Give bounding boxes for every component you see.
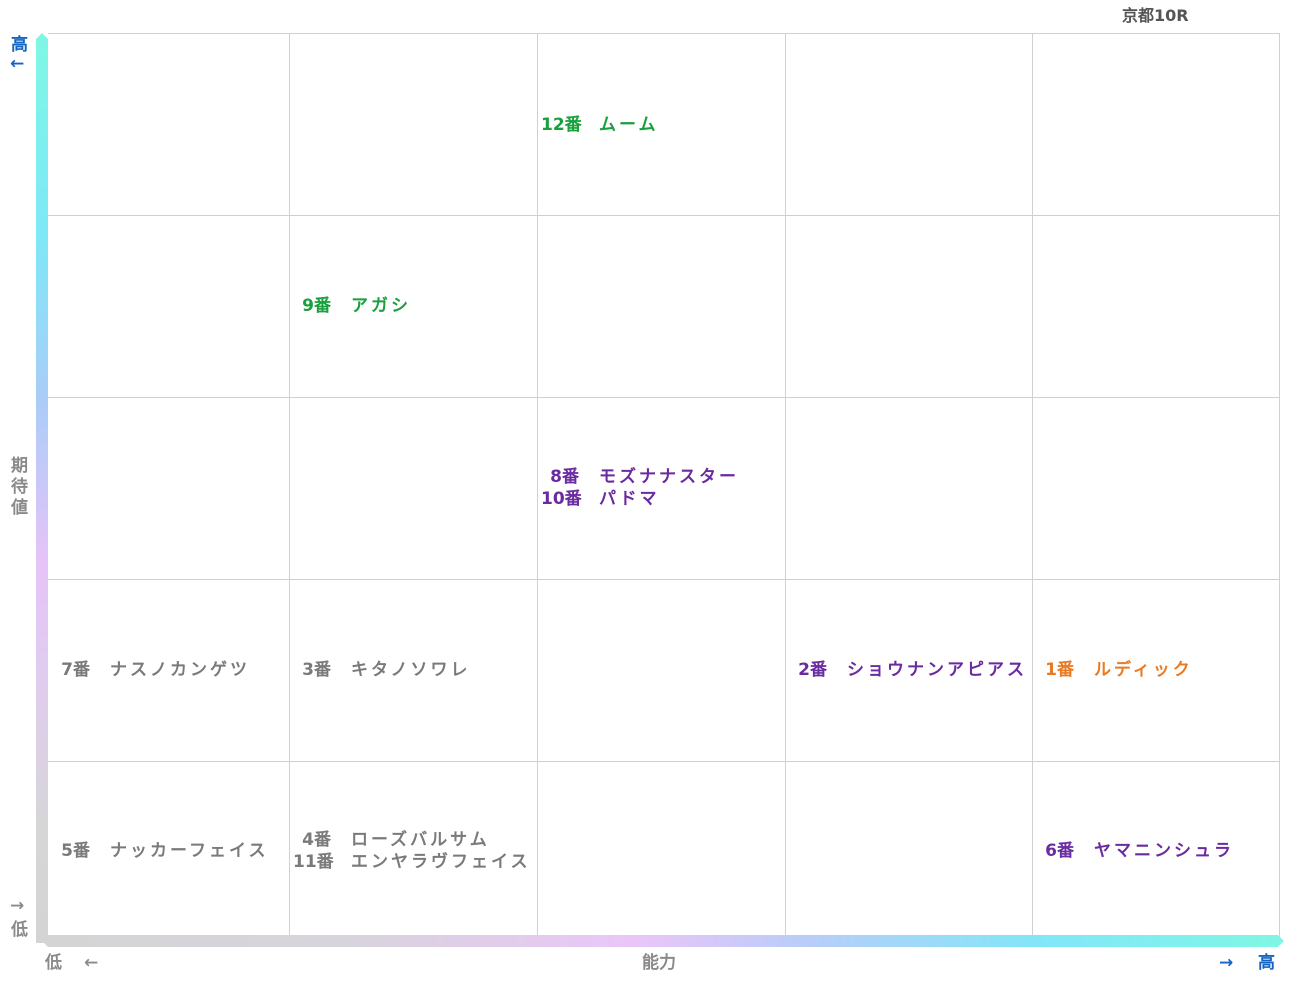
horse-number: 7番: [61, 660, 90, 680]
matrix-cell: 2番 ショウナンアピアス: [785, 579, 1032, 761]
matrix-cell: 8番 モズナナスター 10番 パドマ: [537, 397, 785, 579]
horse-name: エンヤラヴフェイス: [351, 852, 531, 872]
grid-column-divider: [537, 34, 538, 940]
x-axis-low-arrow-icon: ←: [84, 953, 99, 973]
grid-column-divider: [1032, 34, 1033, 940]
horse-entry: 12番 ムーム: [541, 114, 785, 136]
horse-number: 2番: [798, 660, 827, 680]
y-axis-low-label: 低: [11, 920, 28, 940]
x-axis-high-label: 高: [1258, 953, 1275, 973]
horse-name: ローズバルサム: [351, 830, 490, 850]
y-axis-high-label: 高: [11, 35, 28, 55]
horse-number: 3番: [302, 660, 331, 680]
matrix-cell: 5番 ナッカーフェイス: [48, 761, 289, 941]
x-axis-bar: [36, 935, 1284, 947]
matrix-grid: 12番 ムーム 9番 アガシ 8番 モズナナスター 10番 パドマ 7番 ナスノカンゲツ 3番 キタノ…: [48, 33, 1280, 940]
race-title: 京都10R: [1122, 6, 1189, 25]
y-axis-low-arrow-icon: →: [10, 896, 25, 916]
matrix-cell: 9番 アガシ: [289, 215, 537, 397]
matrix-cell: 4番 ローズバルサム 11番 エンヤラヴフェイス: [289, 761, 537, 941]
horse-number: 4番: [302, 830, 331, 850]
horse-name: ヤマニンシュラ: [1094, 841, 1234, 861]
horse-entry: 4番 ローズバルサム: [293, 829, 537, 851]
horse-number: 5番: [61, 841, 90, 861]
x-axis-high-arrow-icon: →: [1219, 953, 1234, 973]
matrix-cell: 12番 ムーム: [537, 34, 785, 215]
horse-number: 12番: [541, 114, 582, 135]
matrix-cell: 6番 ヤマニンシュラ: [1032, 761, 1280, 941]
matrix-cell: 1番 ルディック: [1032, 579, 1280, 761]
y-axis-high-arrow-icon: ←: [10, 54, 25, 74]
horse-name: ムーム: [599, 114, 659, 135]
horse-entry: 7番 ナスノカンゲツ: [52, 659, 289, 681]
horse-number: 11番: [293, 852, 334, 872]
matrix-cell: 7番 ナスノカンゲツ: [48, 579, 289, 761]
horse-entry: 9番 アガシ: [293, 295, 537, 317]
grid-column-divider: [289, 34, 290, 940]
horse-name: ナスノカンゲツ: [110, 660, 250, 680]
horse-entry: 3番 キタノソワレ: [293, 659, 537, 681]
horse-entry: 6番 ヤマニンシュラ: [1036, 840, 1280, 862]
horse-number: 10番: [541, 489, 582, 509]
horse-name: ルディック: [1094, 660, 1193, 680]
x-axis-low-label: 低: [45, 953, 62, 973]
y-axis-bar: [36, 33, 48, 943]
x-axis-label: 能力: [642, 953, 676, 973]
horse-name: モズナナスター: [599, 467, 739, 487]
grid-row-divider: [48, 579, 1279, 580]
horse-number: 8番: [550, 467, 579, 487]
matrix-cell: 3番 キタノソワレ: [289, 579, 537, 761]
horse-entry: 5番 ナッカーフェイス: [52, 840, 289, 862]
y-axis-label: 期待値: [11, 456, 28, 518]
horse-entry: 2番 ショウナンアピアス: [789, 659, 1032, 681]
horse-name: ナッカーフェイス: [110, 841, 269, 861]
horse-name: アガシ: [351, 296, 411, 316]
horse-entry: 11番 エンヤラヴフェイス: [293, 851, 537, 873]
horse-entry: 10番 パドマ: [541, 488, 785, 510]
grid-column-divider: [785, 34, 786, 940]
horse-name: パドマ: [599, 489, 660, 509]
grid-row-divider: [48, 761, 1279, 762]
horse-number: 9番: [302, 296, 331, 316]
horse-entry: 1番 ルディック: [1036, 659, 1280, 681]
grid-row-divider: [48, 397, 1279, 398]
horse-name: キタノソワレ: [351, 660, 471, 680]
horse-number: 1番: [1045, 660, 1074, 680]
grid-row-divider: [48, 215, 1279, 216]
horse-name: ショウナンアピアス: [847, 660, 1027, 680]
horse-number: 6番: [1045, 841, 1074, 861]
horse-entry: 8番 モズナナスター: [541, 466, 785, 488]
